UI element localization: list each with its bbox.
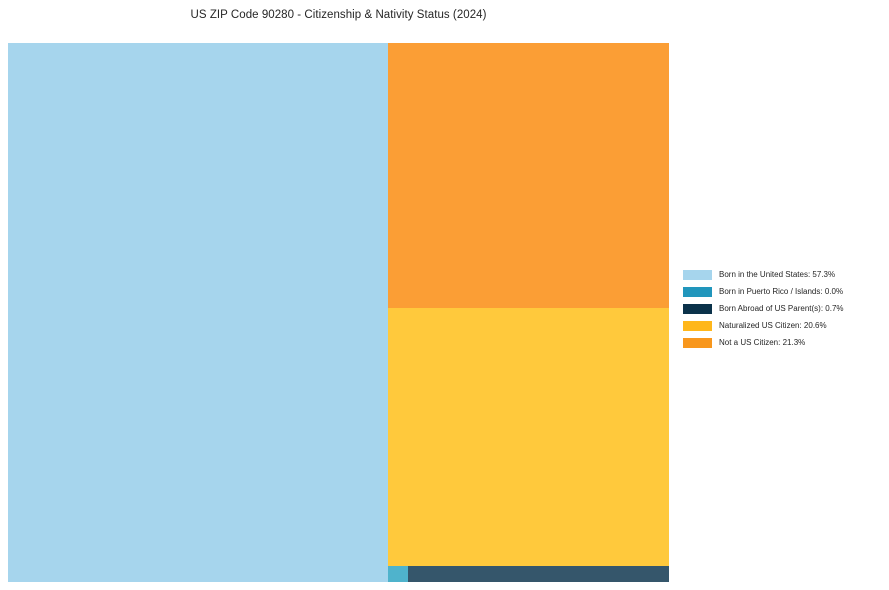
legend-swatch bbox=[683, 303, 712, 314]
chart-title: US ZIP Code 90280 - Citizenship & Nativi… bbox=[190, 9, 487, 21]
legend-swatch bbox=[683, 338, 712, 349]
legend-label: Born in Puerto Rico / Islands: 0.0% bbox=[719, 286, 844, 296]
treemap-tile[interactable]: Born in Puerto Rico / Islands bbox=[388, 566, 408, 582]
legend-item[interactable]: Born in Puerto Rico / Islands: 0.0% bbox=[683, 283, 883, 300]
legend-label: Not a US Citizen: 21.3% bbox=[719, 338, 806, 348]
treemap-tile[interactable]: Not a US Citizen bbox=[388, 43, 669, 308]
legend-item[interactable]: Naturalized US Citizen: 20.6% bbox=[683, 318, 883, 335]
legend-item[interactable]: Born in the United States: 57.3% bbox=[683, 266, 883, 283]
legend-swatch bbox=[683, 286, 712, 297]
legend-swatch bbox=[683, 269, 712, 280]
treemap-tile[interactable]: Born Abroad of US Parent(s) bbox=[408, 566, 669, 582]
legend-item[interactable]: Born Abroad of US Parent(s): 0.7% bbox=[683, 300, 883, 317]
legend-item[interactable]: Not a US Citizen: 21.3% bbox=[683, 335, 883, 352]
treemap-tile[interactable]: Naturalized US Citizen bbox=[388, 308, 669, 566]
legend-label: Born Abroad of US Parent(s): 0.7% bbox=[719, 303, 844, 313]
chart-legend: Born in the United States: 57.3% Born in … bbox=[683, 266, 883, 352]
legend-label: Naturalized US Citizen: 20.6% bbox=[719, 321, 827, 331]
legend-label: Born in the United States: 57.3% bbox=[719, 269, 836, 279]
treemap-tile[interactable]: Born in the United States bbox=[8, 43, 388, 582]
legend-swatch bbox=[683, 321, 712, 332]
treemap-plot-area: Born in the United StatesNot a US Citize… bbox=[8, 43, 669, 582]
